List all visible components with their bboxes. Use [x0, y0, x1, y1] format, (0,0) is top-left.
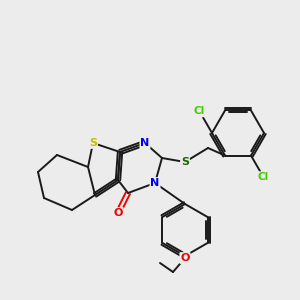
Text: Cl: Cl: [258, 172, 269, 182]
Text: O: O: [180, 253, 190, 263]
Text: Cl: Cl: [194, 106, 205, 116]
Text: S: S: [181, 157, 189, 167]
Text: N: N: [140, 138, 150, 148]
Text: N: N: [150, 178, 160, 188]
Text: S: S: [89, 138, 97, 148]
Text: O: O: [113, 208, 123, 218]
